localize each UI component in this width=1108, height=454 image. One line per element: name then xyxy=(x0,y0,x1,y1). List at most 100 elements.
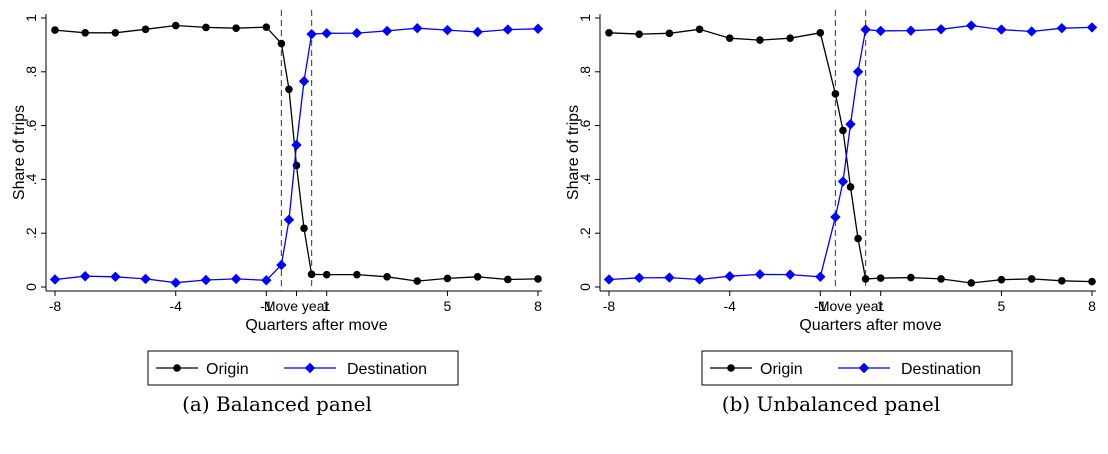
destination-point xyxy=(306,28,317,40)
destination-point xyxy=(283,214,295,225)
destination-point xyxy=(110,271,121,282)
origin-point xyxy=(605,28,613,37)
legend-label-destination: Destination xyxy=(347,361,427,378)
origin-point xyxy=(81,28,89,37)
destination-point xyxy=(79,271,91,282)
origin-point xyxy=(839,126,847,135)
x-tick-label: -8 xyxy=(49,298,62,314)
destination-point xyxy=(837,176,849,187)
origin-point xyxy=(967,279,976,287)
origin-point xyxy=(473,272,482,281)
panel-caption-a: (a) Balanced panel xyxy=(182,392,372,416)
origin-point xyxy=(861,275,870,283)
destination-point xyxy=(830,211,841,223)
destination-point xyxy=(935,24,947,35)
y-tick-label: .4 xyxy=(577,173,593,185)
origin-point xyxy=(876,274,885,282)
x-tick-label: 1 xyxy=(323,298,331,314)
origin-point xyxy=(413,277,422,285)
x-tick-label: -1 xyxy=(260,298,273,314)
origin-point xyxy=(635,30,643,38)
destination-point xyxy=(875,25,886,37)
destination-point xyxy=(852,66,864,77)
destination-point xyxy=(694,274,705,285)
x-tick-label-move-year: Move year xyxy=(264,298,330,314)
chart-panel-b: 0 .2 .4 .6 .8 1 -8 -4 -1 1 5 8 Move year Quarters aft… xyxy=(554,0,1108,454)
series-line-destination xyxy=(54,27,539,284)
origin-point xyxy=(1058,277,1066,285)
legend-marker-origin xyxy=(173,364,181,372)
destination-point xyxy=(996,24,1007,35)
x-tick-label: -4 xyxy=(170,298,183,314)
origin-point xyxy=(383,272,391,281)
destination-point xyxy=(291,139,302,151)
origin-point xyxy=(443,274,452,283)
destination-point xyxy=(532,23,544,34)
x-tick-label: 1 xyxy=(877,298,885,314)
legend: Origin Destination xyxy=(147,350,459,386)
destination-point xyxy=(472,26,483,38)
legend-marker-origin xyxy=(727,364,735,372)
destination-point xyxy=(724,271,735,282)
destination-point xyxy=(170,277,181,288)
destination-point xyxy=(1086,22,1098,33)
x-tick-label: 8 xyxy=(534,298,542,314)
destination-point xyxy=(140,273,151,285)
origin-point xyxy=(1027,275,1036,283)
origin-point xyxy=(937,275,945,283)
x-tick-label: 5 xyxy=(444,298,452,314)
origin-point xyxy=(854,234,862,243)
origin-point xyxy=(997,275,1006,284)
origin-point xyxy=(141,25,150,34)
destination-point xyxy=(754,269,766,280)
origin-point xyxy=(831,90,840,98)
destination-point xyxy=(298,76,310,87)
y-tick-label: 0 xyxy=(23,283,39,291)
y-axis-title: Share of trips xyxy=(565,105,582,200)
destination-point xyxy=(381,25,393,37)
legend-label-destination: Destination xyxy=(901,361,981,378)
y-tick-label: .2 xyxy=(23,227,39,239)
destination-point xyxy=(815,271,826,282)
destination-point xyxy=(966,20,977,31)
x-axis-title: Quarters after move xyxy=(245,317,387,334)
origin-point xyxy=(300,224,308,233)
destination-point xyxy=(1026,26,1037,37)
origin-point xyxy=(51,26,59,34)
origin-point xyxy=(307,270,316,279)
origin-point xyxy=(665,29,674,38)
origin-point xyxy=(504,275,512,284)
destination-point xyxy=(1056,23,1068,34)
origin-point xyxy=(202,23,210,32)
destination-point xyxy=(442,24,453,36)
destination-point xyxy=(49,274,61,285)
legend-label-origin: Origin xyxy=(206,361,249,378)
y-tick-label: .8 xyxy=(23,66,39,78)
origin-point xyxy=(907,273,915,282)
destination-point xyxy=(860,24,871,35)
series-line-destination xyxy=(608,24,1093,281)
origin-point xyxy=(534,275,542,283)
destination-point xyxy=(412,23,423,34)
y-tick-label: 0 xyxy=(577,283,593,291)
legend-label-origin: Origin xyxy=(760,361,803,378)
y-tick-label: .4 xyxy=(23,173,39,185)
origin-point xyxy=(285,85,293,94)
y-tick-label: .8 xyxy=(577,66,593,78)
x-tick-label: -8 xyxy=(603,298,616,314)
chart-svg-a: 0 .2 .4 .6 .8 1 -8 -4 -1 1 5 8 Move year Quarters aft… xyxy=(11,10,544,386)
y-axis-title: Share of trips xyxy=(11,105,28,200)
destination-point xyxy=(633,272,645,284)
origin-point xyxy=(756,36,764,44)
y-tick-label: 1 xyxy=(577,14,593,22)
destination-point xyxy=(784,269,796,280)
chart-svg-b: 0 .2 .4 .6 .8 1 -8 -4 -1 1 5 8 Move year Quarters aft… xyxy=(565,10,1098,386)
origin-point xyxy=(232,24,240,33)
origin-point xyxy=(353,270,361,279)
x-tick-label-move-year: Move year xyxy=(818,298,884,314)
x-tick-label: 5 xyxy=(998,298,1006,314)
destination-point xyxy=(230,273,242,285)
origin-point xyxy=(786,34,794,42)
legend: Origin Destination xyxy=(701,350,1013,386)
origin-point xyxy=(262,23,271,31)
